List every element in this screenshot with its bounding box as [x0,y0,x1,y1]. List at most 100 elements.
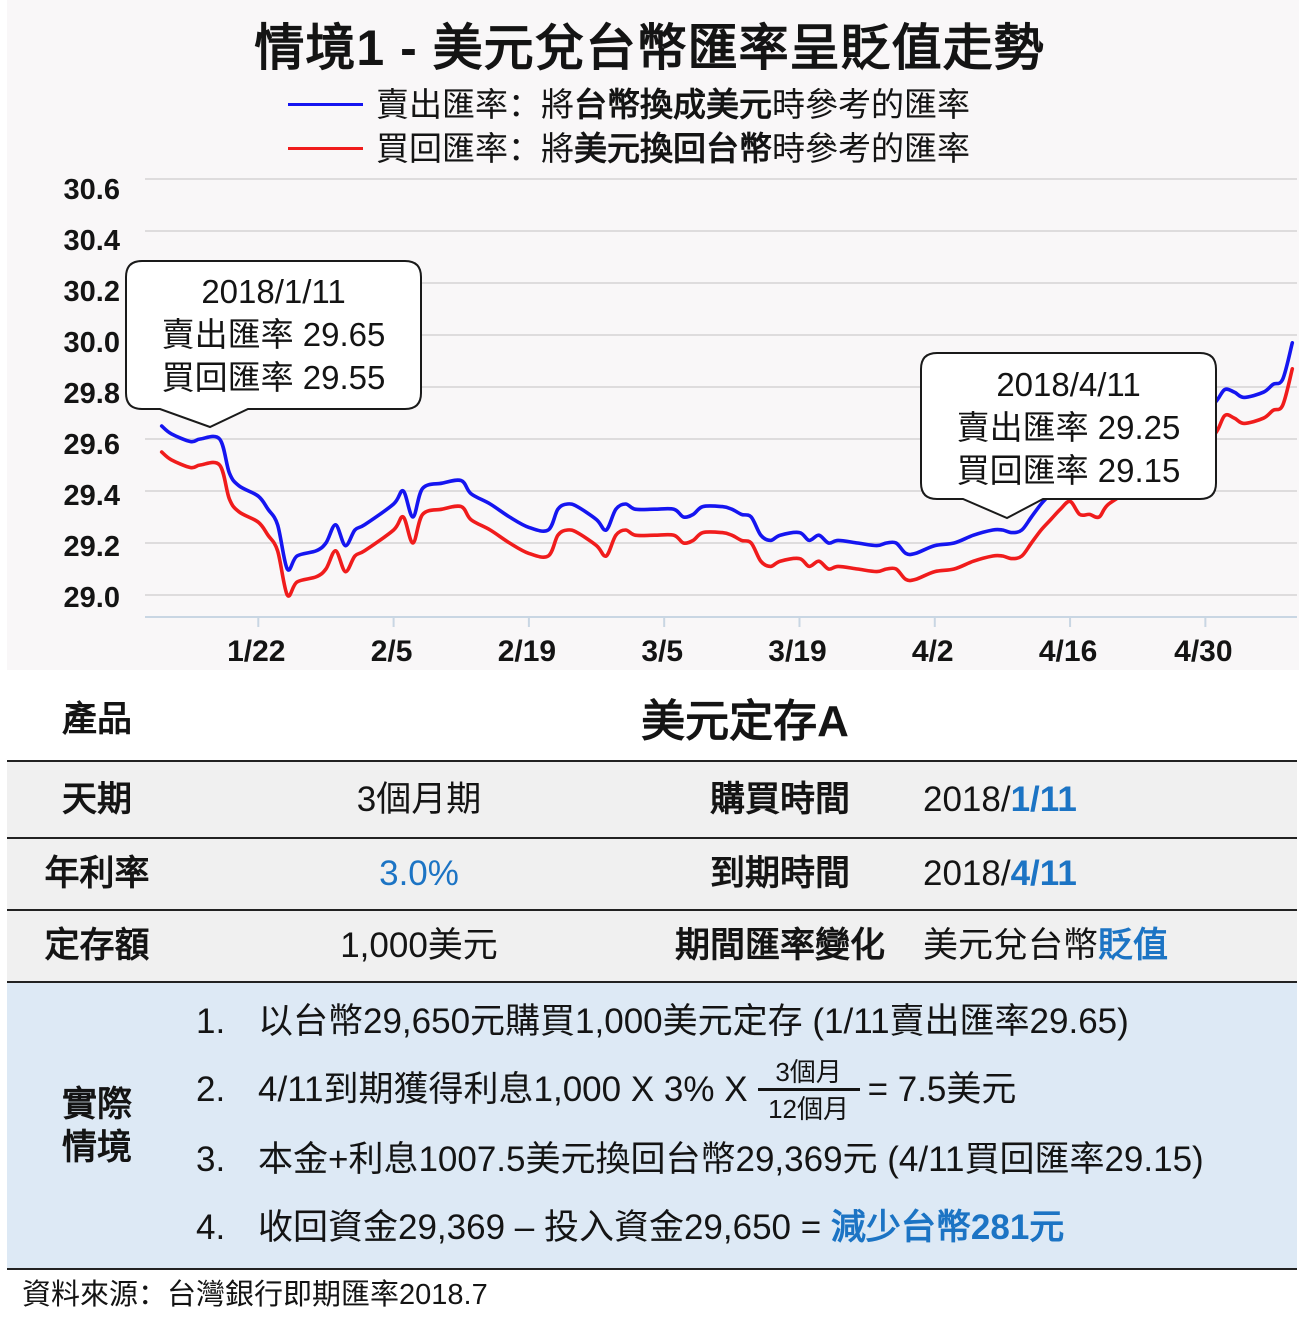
legend-separator: ： [508,86,541,123]
callout-sell-label: 賣出匯率 [956,409,1089,446]
legend-item-buy-rate: 買回匯率：將美元換回台幣時參考的匯率 [376,129,970,169]
x-tick-label: 3/5 [641,635,684,668]
product-label: 產品 [61,700,132,739]
y-tick-label: 30.4 [63,225,120,257]
scenario-step-4: 4. 收回資金29,369 – 投入資金29,650 = 減少台幣281元 [196,1206,1064,1250]
fx-change-direction: 貶值 [1098,926,1169,965]
callouts [125,260,1217,520]
step-text: 本金+利息1007.5美元換回台幣29,369元 (4/11買回匯率29.15) [258,1140,1204,1179]
fx-change-pair: 美元兌台幣 [923,926,1099,965]
fraction-bar [757,1087,860,1091]
callout-date: 2018/4/11 [996,366,1141,403]
callout-date: 2018/1/11 [201,273,346,310]
step-result-highlight: 減少台幣281元 [830,1208,1065,1247]
row-divider [7,837,1297,839]
scenario-label-line1: 實際 [61,1085,132,1124]
y-tick-label: 29.8 [63,378,120,410]
data-source-note: 資料來源：台灣銀行即期匯率2018.7 [22,1279,488,1311]
step-number: 4. [196,1208,226,1247]
purchase-date-label: 購買時間 [709,780,850,819]
maturity-date-day: 4/11 [1010,854,1077,893]
legend-item-sell-rate: 賣出匯率：將台幣換成美元時參考的匯率 [376,85,970,125]
purchase-date-day: 1/11 [1010,780,1077,819]
product-row [7,670,1297,761]
legend-swatch-buy-line [288,147,363,150]
callout-sell-value: 29.25 [1097,409,1181,446]
callout-maturity-text: 2018/4/11 賣出匯率 29.25 買回匯率 29.15 [921,363,1216,492]
table-row-term [7,762,1297,837]
callout-sell-rate: 賣出匯率 29.25 [921,406,1216,449]
term-value: 3個月期 [356,780,482,819]
callout-buy-rate: 買回匯率 29.55 [126,356,421,399]
interest-rate-value: 3.0% [379,854,459,893]
step-number: 3. [196,1140,226,1179]
scenario-label-line2: 情境 [61,1128,132,1167]
step-number: 1. [196,1002,226,1041]
x-axis [145,616,1297,627]
callout-bubble-purchase [125,260,422,429]
fx-change-value: 美元兌台幣貶值 [923,924,1168,968]
x-tick-label: 3/19 [768,635,827,668]
maturity-date-value: 2018/4/11 [923,852,1077,896]
row-divider [7,760,1297,762]
maturity-date-label: 到期時間 [709,854,850,893]
y-tick-label: 29.6 [63,429,120,461]
y-tick-label: 30.6 [63,174,120,206]
y-tick-label: 29.0 [63,582,120,614]
x-tick-label: 2/5 [370,635,413,668]
row-divider [7,909,1297,911]
deposit-amount-value: 1,000美元 [340,926,498,965]
callout-bubble-maturity [920,352,1217,520]
x-tick-label: 4/16 [1038,635,1098,668]
callout-buy-rate: 買回匯率 29.15 [921,449,1216,492]
legend-desc-pre: 將 [541,86,574,123]
purchase-date-value: 2018/1/11 [923,778,1077,822]
row-divider [7,1268,1297,1270]
product-value: 美元定存A [641,697,849,746]
callout-buy-value: 29.55 [302,359,386,396]
chart-title: 情境1 - 美元兌台幣匯率呈貶值走勢 [254,20,1045,76]
y-tick-label: 30.0 [63,327,120,359]
scenario-section [7,983,1297,1268]
row-divider [7,981,1297,983]
scenario-step-3: 3. 本金+利息1007.5美元換回台幣29,369元 (4/11買回匯率29.… [196,1138,1204,1182]
callout-buy-value: 29.15 [1097,452,1181,489]
table-row-rate [7,839,1297,909]
scenario-label: 實際 情境 [7,1083,187,1169]
step-number: 2. [196,1070,226,1109]
deposit-amount-label: 定存額 [44,926,150,965]
legend-desc-bold: 美元換回台幣 [574,130,772,167]
scenario-step-2: 2. 4/11到期獲得利息1,000 X 3% X 3個月 12個月 = 7.5… [196,1058,1017,1123]
x-tick-label: 4/2 [911,635,954,668]
step-text: 以台幣29,650元購買1,000美元定存 (1/11賣出匯率29.65) [258,1002,1129,1041]
step-text-after: = 7.5美元 [867,1070,1017,1109]
legend-swatch-sell-line [288,103,363,106]
legend-desc-bold: 台幣換成美元 [574,86,772,123]
callout-sell-label: 賣出匯率 [161,316,294,353]
fraction-denominator: 12個月 [768,1093,850,1124]
step-text: 收回資金29,369 – 投入資金29,650 = [258,1208,831,1247]
legend-desc-post: 時參考的匯率 [772,86,970,123]
callout-sell-rate: 賣出匯率 29.65 [126,313,421,356]
interest-rate-label: 年利率 [44,854,150,893]
legend-label: 買回匯率 [376,130,508,167]
fraction-numerator: 3個月 [775,1056,842,1087]
legend-desc-post: 時參考的匯率 [772,130,970,167]
fraction: 3個月 12個月 [757,1056,860,1124]
y-tick-label: 30.2 [63,276,120,308]
purchase-date-year: 2018/ [923,780,1011,819]
callout-buy-label: 買回匯率 [161,359,294,396]
x-tick-label: 4/30 [1174,635,1233,668]
y-tick-label: 29.4 [63,480,120,512]
buy-rate-line [159,367,1295,598]
line-chart [125,178,1297,627]
legend-separator: ： [508,130,541,167]
maturity-date-year: 2018/ [923,854,1011,893]
step-text-before: 4/11到期獲得利息1,000 X 3% X [258,1070,748,1109]
y-tick-label: 29.2 [63,531,120,563]
table-row-amount [7,911,1297,981]
legend-label: 賣出匯率 [376,86,508,123]
callout-sell-value: 29.65 [302,316,386,353]
callout-purchase-text: 2018/1/11 賣出匯率 29.65 買回匯率 29.55 [126,270,421,399]
callout-buy-label: 買回匯率 [956,452,1089,489]
